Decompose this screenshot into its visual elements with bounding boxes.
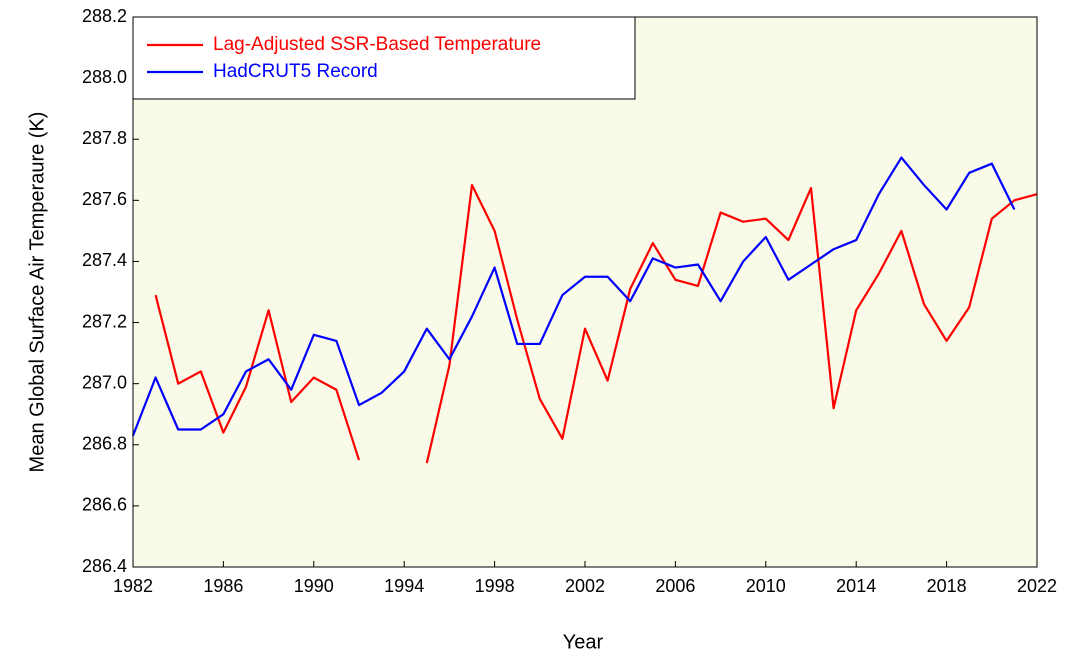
x-tick-label: 1998 xyxy=(475,576,515,596)
x-tick-label: 2014 xyxy=(836,576,876,596)
legend-label: Lag-Adjusted SSR-Based Temperature xyxy=(213,34,541,55)
series-line xyxy=(131,156,1016,437)
y-tick-label: 288.2 xyxy=(82,6,127,26)
y-tick-label: 287.6 xyxy=(82,189,127,209)
x-tick-label: 1990 xyxy=(294,576,334,596)
x-tick-label: 1994 xyxy=(384,576,424,596)
y-tick-label: 286.6 xyxy=(82,495,127,515)
plot-area xyxy=(133,17,1037,567)
x-tick-label: 2022 xyxy=(1017,576,1057,596)
y-axis-label: Mean Global Surface Air Temperaure (K) xyxy=(26,112,48,473)
legend-box xyxy=(132,16,636,100)
y-tick-label: 287.8 xyxy=(82,128,127,148)
x-tick-label: 2002 xyxy=(565,576,605,596)
x-axis-label: Year xyxy=(563,631,604,653)
y-tick-label: 288.0 xyxy=(82,67,127,87)
series-line xyxy=(154,183,1038,464)
x-tick-label: 2018 xyxy=(927,576,967,596)
y-tick-label: 286.4 xyxy=(82,556,127,576)
y-tick-label: 287.0 xyxy=(82,372,127,392)
y-tick-label: 287.4 xyxy=(82,250,127,270)
x-tick-label: 2006 xyxy=(655,576,695,596)
x-tick-label: 1986 xyxy=(203,576,243,596)
y-tick-label: 287.2 xyxy=(82,311,127,331)
legend-label: HadCRUT5 Record xyxy=(213,61,378,82)
x-tick-label: 1982 xyxy=(113,576,153,596)
x-tick-label: 2010 xyxy=(746,576,786,596)
y-tick-label: 286.8 xyxy=(82,434,127,454)
